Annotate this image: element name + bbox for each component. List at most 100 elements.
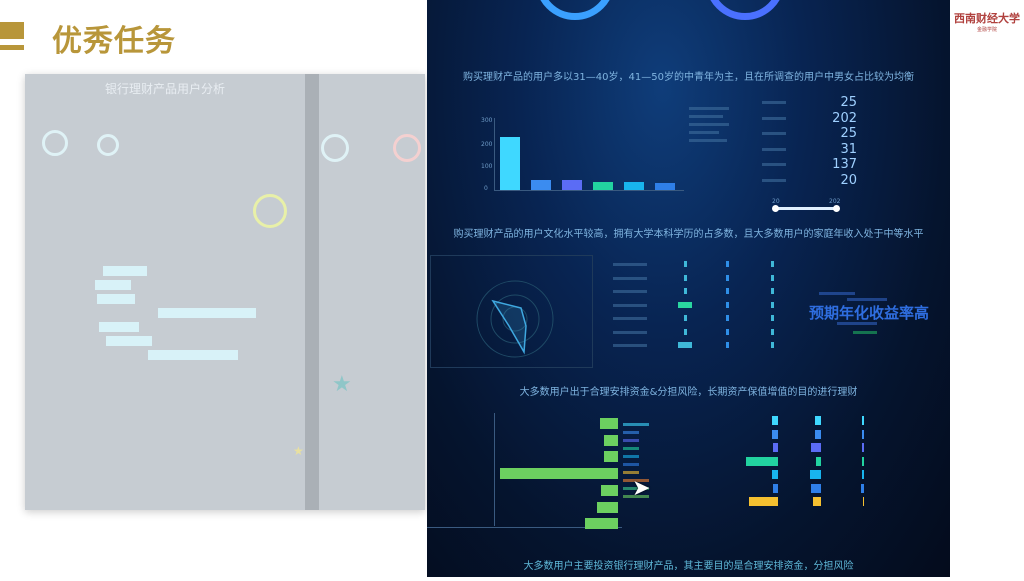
caption-age: 购买理财产品的用户多以31—40岁，41—50岁的中青年为主，且在所调查的用户中…: [463, 72, 914, 83]
purpose-bar: [860, 483, 864, 493]
slider-handle-max[interactable]: [833, 205, 840, 212]
preview-ring: [393, 134, 421, 162]
radar-chart: [476, 280, 554, 358]
purpose-bar: [773, 483, 778, 493]
caption-education: 购买理财产品的用户文化水平较高，拥有大学本科学历的占多数，且大多数用户的家庭年收…: [453, 229, 924, 240]
income-label: [762, 132, 786, 135]
edu-tick: 200: [481, 141, 493, 148]
matrix-cell: [770, 261, 774, 267]
radar-chart-panel: [430, 255, 593, 368]
income-value: 25: [840, 95, 857, 110]
purpose-bar: [773, 443, 778, 452]
slider-min-label: 20: [772, 198, 780, 205]
matrix-cell: [770, 301, 774, 308]
purpose-bar: [811, 443, 821, 452]
purpose-bar: [862, 470, 864, 479]
investment-bar: [596, 501, 618, 513]
purpose-bar: [771, 429, 778, 439]
matrix-cell: [683, 328, 687, 335]
income-label: [762, 101, 786, 104]
income-value: 137: [832, 157, 857, 172]
purpose-bar: [771, 470, 778, 479]
preview-bar: [99, 322, 139, 332]
edu-chart-x-axis: [494, 190, 684, 191]
edu-tick: 0: [484, 185, 488, 192]
matrix-cell: [725, 301, 729, 308]
income-value: 202: [832, 110, 857, 126]
preview-bar: [97, 294, 135, 304]
purpose-bar: [863, 497, 864, 506]
edu-bar: [624, 181, 644, 190]
preview-ring: [97, 134, 119, 156]
slider-handle-min[interactable]: [772, 205, 779, 212]
preview-bar: [148, 350, 238, 360]
matrix-cell: [725, 315, 729, 321]
matrix-cell: [770, 328, 774, 335]
purpose-bar: [771, 416, 778, 425]
matrix-cell: [770, 274, 774, 281]
purpose-bar: [861, 429, 864, 439]
matrix-cell: [683, 261, 687, 267]
edu-tick: 300: [481, 117, 493, 124]
invest-legend: [623, 418, 649, 503]
purpose-bar: [813, 497, 821, 506]
slide-title: 优秀任务: [52, 24, 176, 59]
income-label: [762, 116, 786, 120]
preview-ring: [42, 130, 68, 156]
purpose-bar: [816, 456, 821, 466]
matrix-cell: [678, 342, 692, 348]
purpose-bar: [809, 470, 821, 479]
investment-bar: [603, 434, 618, 446]
faded-dashboard-preview: 银行理财产品用户分析 ★ ★: [25, 74, 425, 510]
row-label: [613, 276, 647, 280]
dashboard-screenshot: 购买理财产品的用户多以31—40岁，41—50岁的中青年为主，且在所调查的用户中…: [427, 0, 950, 577]
matrix-cell: [683, 274, 687, 281]
star-icon: ★: [293, 444, 304, 458]
purpose-bar: [749, 497, 778, 506]
preview-ring: [253, 194, 287, 228]
edu-bar: [593, 181, 613, 190]
investment-bar: [603, 451, 618, 463]
purpose-bar: [811, 483, 821, 493]
edu-chart-y-axis: [494, 118, 495, 190]
matrix-cell: [770, 342, 774, 348]
matrix-cell: [683, 315, 687, 321]
edu-bar: [500, 137, 520, 190]
caption-investment: 大多数用户主要投资银行理财产品，其主要目的是合理安排资金，分担风险: [523, 561, 854, 572]
matrix-cell: [678, 301, 692, 308]
row-label: [613, 303, 647, 307]
caption-purpose: 大多数用户出于合理安排资金&分担风险，长期资产保值增值的目的进行理财: [519, 387, 858, 398]
row-label: [613, 317, 647, 320]
matrix-cell: [725, 288, 729, 294]
preview-bar: [103, 266, 147, 276]
investment-bar: [500, 468, 618, 480]
cursor-icon: ➤: [632, 476, 651, 501]
edu-tick: 100: [481, 163, 493, 170]
university-logo: 西南财经大学 金融学院: [954, 12, 1020, 33]
income-value: 25: [840, 126, 857, 141]
income-slider[interactable]: [772, 205, 840, 212]
invest-y-axis: [494, 413, 495, 526]
matrix-cell: [770, 315, 774, 321]
matrix-cell: [725, 274, 729, 281]
purpose-bar: [861, 416, 864, 425]
row-label: [613, 290, 647, 293]
edu-legend: [689, 102, 729, 147]
purpose-bar: [814, 429, 821, 439]
slider-max-label: 202: [829, 198, 841, 205]
preview-title: 银行理财产品用户分析: [104, 82, 225, 96]
purpose-bar: [814, 416, 821, 425]
row-label: [613, 344, 647, 347]
preview-bar: [158, 308, 256, 318]
income-value: 31: [840, 141, 857, 157]
investment-bar: [584, 518, 618, 530]
preview-bar: [106, 336, 152, 346]
purpose-bar: [861, 456, 864, 466]
edu-bar: [531, 180, 551, 190]
purpose-bar: [861, 443, 864, 452]
matrix-cell: [725, 342, 729, 348]
star-icon: ★: [332, 372, 352, 397]
matrix-cell: [770, 288, 774, 294]
investment-bar: [601, 484, 618, 496]
gold-bar-bottom: [0, 45, 24, 50]
